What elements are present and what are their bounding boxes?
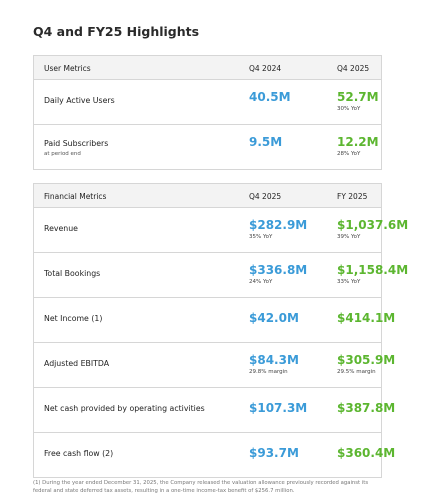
metric-cell: $336.8M 24% YoY — [249, 263, 307, 285]
metric-value: $336.8M — [249, 263, 308, 277]
label-text: Daily Active Users — [44, 96, 115, 105]
metric-value: $282.9M — [249, 218, 308, 232]
metric-value: $107.3M — [249, 401, 308, 415]
row-label: Total Bookings — [44, 269, 100, 278]
metric-value: $387.8M — [337, 401, 396, 415]
footnote: (1) During the year ended December 31, 2… — [33, 480, 369, 494]
row-label: Net Income (1) — [44, 314, 102, 323]
metric-value: $84.3M — [249, 353, 299, 367]
column-header: User Metrics — [44, 64, 91, 73]
metric-value: 12.2M — [337, 135, 379, 149]
row-label: Adjusted EBITDA — [44, 359, 109, 368]
metric-cell: $305.9M 29.5% margin — [337, 353, 395, 375]
metric-note: 29.5% margin — [337, 369, 376, 375]
metric-cell: $282.9M 35% YoY — [249, 218, 307, 240]
metric-note: 30% YoY — [337, 106, 361, 112]
metric-cell: $107.3M — [249, 401, 307, 415]
metric-cell: $42.0M — [249, 311, 299, 325]
table-row: Net cash provided by operating activitie… — [34, 388, 395, 433]
table-row: Net Income (1) $42.0M $414.1M — [34, 298, 395, 343]
row-label: Free cash flow (2) — [44, 449, 113, 458]
table-row: Paid Subscribers at period end 9.5M 12.2M 28… — [34, 125, 381, 169]
metric-cell: 12.2M 28% YoY — [337, 135, 379, 157]
label-text: Net cash provided by operating activitie… — [44, 404, 205, 413]
label-text: Paid Subscribers — [44, 139, 109, 148]
metric-note: 29.8% margin — [249, 369, 288, 375]
table-header: Financial Metrics Q4 2025 FY 2025 — [34, 184, 381, 208]
metrics-table: User Metrics Q4 2024 Q4 2025 Daily Active U… — [33, 55, 382, 170]
column-header: Financial Metrics — [44, 192, 107, 201]
metrics-table: Financial Metrics Q4 2025 FY 2025 Revenue $2… — [33, 183, 408, 478]
metric-note: 24% YoY — [249, 279, 273, 285]
metric-note: 39% YoY — [337, 234, 361, 240]
metric-cell: $93.7M — [249, 446, 299, 460]
column-header: Q4 2025 — [249, 192, 282, 201]
metric-cell: $414.1M — [337, 311, 395, 325]
label-text: Free cash flow (2) — [44, 449, 114, 458]
metric-cell: $360.4M — [337, 446, 395, 460]
column-header: FY 2025 — [337, 192, 368, 201]
row-label: Daily Active Users — [44, 96, 115, 105]
row-sublabel: at period end — [44, 151, 81, 157]
row-label: Net cash provided by operating activitie… — [44, 404, 205, 413]
column-header: Q4 2024 — [249, 64, 282, 73]
metric-value: 9.5M — [249, 135, 283, 149]
metric-value: 40.5M — [249, 90, 291, 104]
label-text: Net Income (1) — [44, 314, 103, 323]
metric-value: $1,158.4M — [337, 263, 409, 277]
row-label: Paid Subscribers at period end — [44, 139, 108, 157]
label-text: Adjusted EBITDA — [44, 359, 110, 368]
metric-value: $305.9M — [337, 353, 396, 367]
metric-cell: $387.8M — [337, 401, 395, 415]
metric-note: 28% YoY — [337, 151, 361, 157]
table-row: Daily Active Users 40.5M 52.7M 30% YoY — [34, 80, 381, 125]
column-header: Q4 2025 — [337, 64, 370, 73]
metric-cell: $1,158.4M 33% YoY — [337, 263, 408, 285]
title: Q4 and FY25 Highlights — [33, 24, 200, 39]
label-text: Revenue — [44, 224, 78, 233]
metric-value: $42.0M — [249, 311, 299, 325]
table-row: Free cash flow (2) $93.7M $360.4M — [34, 433, 395, 477]
label-text: Total Bookings — [44, 269, 101, 278]
table-row: Revenue $282.9M 35% YoY $1,037.6M 39% YoY — [34, 208, 408, 253]
table-row: Adjusted EBITDA $84.3M 29.8% margin $305.9M… — [34, 343, 395, 388]
metric-value: 52.7M — [337, 90, 379, 104]
table-header: User Metrics Q4 2024 Q4 2025 — [34, 56, 381, 80]
metric-note: 33% YoY — [337, 279, 361, 285]
metric-cell: 40.5M — [249, 90, 291, 104]
row-label: Revenue — [44, 224, 78, 233]
metric-value: $93.7M — [249, 446, 299, 460]
metric-cell: $1,037.6M 39% YoY — [337, 218, 408, 240]
metric-value: $1,037.6M — [337, 218, 409, 232]
metric-value: $414.1M — [337, 311, 396, 325]
table-row: Total Bookings $336.8M 24% YoY $1,158.4M 33%… — [34, 253, 408, 298]
metric-cell: $84.3M 29.8% margin — [249, 353, 299, 375]
metric-cell: 52.7M 30% YoY — [337, 90, 379, 112]
metric-note: 35% YoY — [249, 234, 273, 240]
metric-value: $360.4M — [337, 446, 396, 460]
metric-cell: 9.5M — [249, 135, 282, 149]
